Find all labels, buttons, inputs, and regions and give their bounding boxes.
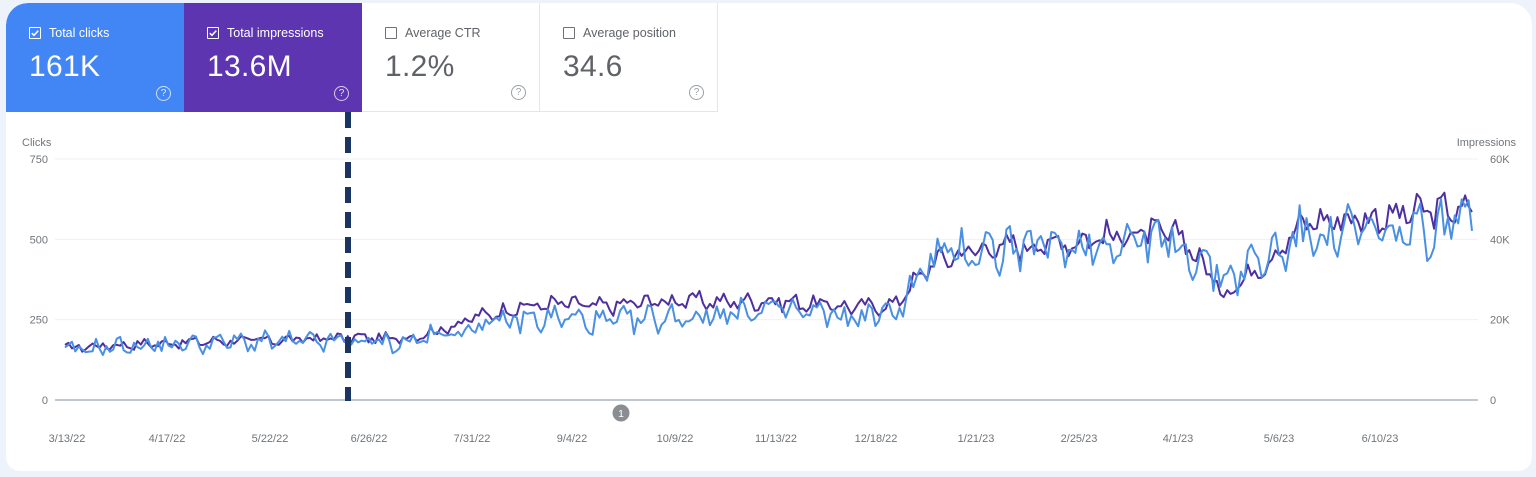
left-axis-ticks: 750 500 250 0 — [30, 154, 48, 407]
right-axis-title: Impressions — [1457, 137, 1517, 149]
metric-tile-average-ctr[interactable]: Average CTR 1.2% ? — [362, 3, 540, 112]
right-axis-ticks: 60K 40K 20K 0 — [1490, 154, 1510, 407]
x-axis-tick-label: 4/1/23 — [1163, 433, 1194, 445]
x-axis-tick-label: 5/6/23 — [1264, 433, 1295, 445]
x-axis-tick-label: 12/18/22 — [855, 433, 898, 445]
right-axis-tick-label: 0 — [1490, 395, 1496, 407]
left-axis-tick-label: 0 — [42, 395, 48, 407]
metric-value: 161K — [29, 50, 101, 83]
x-axis-ticks: 3/13/22 4/17/22 5/22/22 6/26/22 7/31/22 9/4/2… — [49, 433, 1399, 445]
x-axis-tick-label: 10/9/22 — [657, 433, 694, 445]
x-axis-tick-label: 4/17/22 — [149, 433, 186, 445]
x-axis-tick-label: 9/4/22 — [557, 433, 588, 445]
right-axis-tick-label: 60K — [1490, 154, 1510, 166]
right-axis-tick-label: 20K — [1490, 315, 1510, 327]
left-axis-tick-label: 500 — [30, 234, 48, 246]
metric-value: 13.6M — [207, 50, 292, 83]
x-axis-tick-label: 3/13/22 — [49, 433, 86, 445]
left-axis-title: Clicks — [22, 137, 52, 149]
metric-value: 34.6 — [563, 50, 623, 83]
metric-tile-average-position[interactable]: Average position 34.6 ? — [540, 3, 718, 112]
annotation-marker-label: 1 — [618, 408, 624, 420]
checkbox-checked-icon[interactable] — [207, 27, 219, 39]
metric-value: 1.2% — [385, 50, 455, 83]
right-axis-tick-label: 40K — [1490, 234, 1510, 246]
metric-label: Average CTR — [405, 26, 481, 40]
clicks-line[interactable] — [64, 198, 1473, 356]
metric-label: Total clicks — [49, 26, 110, 40]
left-axis-tick-label: 750 — [30, 154, 48, 166]
x-axis-tick-label: 5/22/22 — [252, 433, 289, 445]
help-icon[interactable]: ? — [156, 86, 171, 101]
chart-gridlines — [55, 158, 1478, 401]
help-icon[interactable]: ? — [511, 85, 526, 100]
left-axis-tick-label: 250 — [30, 315, 48, 327]
x-axis-tick-label: 6/26/22 — [351, 433, 388, 445]
metric-label: Average position — [583, 26, 676, 40]
x-axis-tick-label: 7/31/22 — [454, 433, 491, 445]
checkbox-checked-icon[interactable] — [29, 27, 41, 39]
help-icon[interactable]: ? — [334, 86, 349, 101]
metric-tile-total-impressions[interactable]: Total impressions 13.6M ? — [184, 3, 362, 112]
x-axis-tick-label: 6/10/23 — [1362, 433, 1399, 445]
x-axis-tick-label: 11/13/22 — [755, 433, 797, 445]
metric-tiles: Total clicks 161K ? Total impressions 13… — [6, 3, 718, 112]
help-icon[interactable]: ? — [689, 85, 704, 100]
metric-tile-total-clicks[interactable]: Total clicks 161K ? — [6, 3, 184, 112]
metric-label: Total impressions — [227, 26, 324, 40]
x-axis-tick-label: 2/25/23 — [1061, 433, 1098, 445]
x-axis-tick-label: 1/21/23 — [958, 433, 995, 445]
checkbox-unchecked-icon[interactable] — [385, 27, 397, 39]
checkbox-unchecked-icon[interactable] — [563, 27, 575, 39]
annotation-marker[interactable]: 1 — [612, 404, 630, 422]
performance-card: Total clicks 161K ? Total impressions 13… — [6, 3, 1532, 471]
